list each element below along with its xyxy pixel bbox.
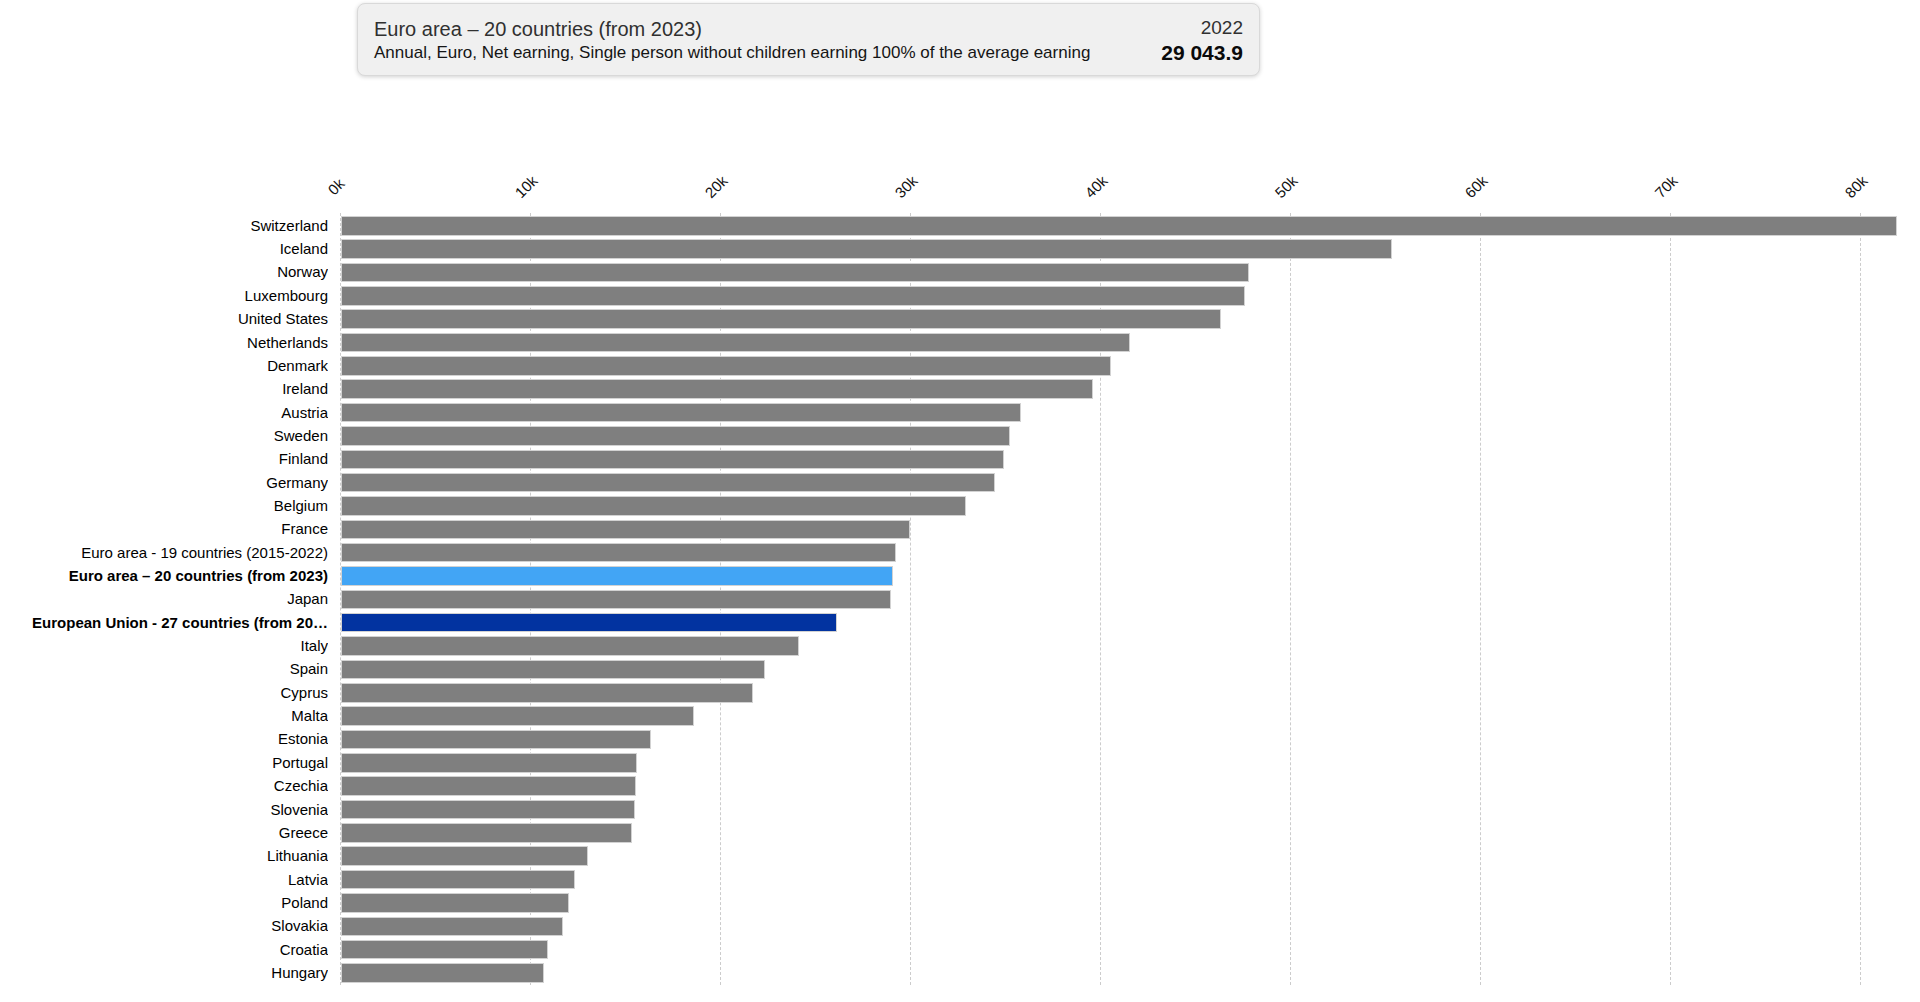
row-label-japan: Japan xyxy=(0,589,328,609)
bar-italy[interactable] xyxy=(341,636,799,656)
row-label-norway: Norway xyxy=(0,262,328,282)
row-label-cyprus: Cyprus xyxy=(0,683,328,703)
row-label-latvia: Latvia xyxy=(0,870,328,890)
tooltip-title: Euro area – 20 countries (from 2023) xyxy=(374,16,1133,42)
bar-finland[interactable] xyxy=(341,450,1004,470)
row-label-austria: Austria xyxy=(0,403,328,423)
row-label-belgium: Belgium xyxy=(0,496,328,516)
tooltip-value: 29 043.9 xyxy=(1133,41,1243,65)
row-label-ireland: Ireland xyxy=(0,379,328,399)
row-label-greece: Greece xyxy=(0,823,328,843)
row-label-spain: Spain xyxy=(0,659,328,679)
bar-belgium[interactable] xyxy=(341,496,966,516)
x-tick-label-0k: 0k xyxy=(309,159,363,213)
row-label-france: France xyxy=(0,519,328,539)
bar-netherlands[interactable] xyxy=(341,333,1130,353)
bar-ireland[interactable] xyxy=(341,379,1093,399)
row-label-netherlands: Netherlands xyxy=(0,333,328,353)
bar-united-states[interactable] xyxy=(341,309,1221,329)
x-tick-label-50k: 50k xyxy=(1259,159,1313,213)
row-label-lithuania: Lithuania xyxy=(0,846,328,866)
bar-slovakia[interactable] xyxy=(341,917,563,937)
row-label-finland: Finland xyxy=(0,449,328,469)
row-label-slovakia: Slovakia xyxy=(0,916,328,936)
row-label-iceland: Iceland xyxy=(0,239,328,259)
bar-euro-area-20-countries-from-2023[interactable] xyxy=(341,566,893,586)
bar-japan[interactable] xyxy=(341,590,891,610)
bar-greece[interactable] xyxy=(341,823,632,843)
row-label-italy: Italy xyxy=(0,636,328,656)
bar-latvia[interactable] xyxy=(341,870,575,890)
row-label-germany: Germany xyxy=(0,473,328,493)
bar-denmark[interactable] xyxy=(341,356,1111,376)
gridline-60k xyxy=(1480,213,1481,985)
row-label-switzerland: Switzerland xyxy=(0,216,328,236)
row-label-european-union-27-countries-from-20: European Union - 27 countries (from 20… xyxy=(0,613,328,633)
bar-germany[interactable] xyxy=(341,473,995,493)
gridline-70k xyxy=(1670,213,1671,985)
bar-czechia[interactable] xyxy=(341,776,636,796)
bar-croatia[interactable] xyxy=(341,940,548,960)
tooltip-text-block: Euro area – 20 countries (from 2023) Ann… xyxy=(374,16,1133,64)
row-label-euro-area-20-countries-from-2023: Euro area – 20 countries (from 2023) xyxy=(0,566,328,586)
bar-poland[interactable] xyxy=(341,893,569,913)
bar-iceland[interactable] xyxy=(341,239,1392,259)
row-label-sweden: Sweden xyxy=(0,426,328,446)
bar-malta[interactable] xyxy=(341,706,694,726)
x-tick-label-10k: 10k xyxy=(499,159,553,213)
row-label-denmark: Denmark xyxy=(0,356,328,376)
row-label-luxembourg: Luxembourg xyxy=(0,286,328,306)
x-tick-label-40k: 40k xyxy=(1069,159,1123,213)
row-label-euro-area-19-countries-2015-2022: Euro area - 19 countries (2015-2022) xyxy=(0,543,328,563)
bar-austria[interactable] xyxy=(341,403,1021,423)
row-label-hungary: Hungary xyxy=(0,963,328,983)
row-label-czechia: Czechia xyxy=(0,776,328,796)
tooltip-value-block: 2022 29 043.9 xyxy=(1133,15,1243,65)
bar-norway[interactable] xyxy=(341,263,1249,283)
row-label-slovenia: Slovenia xyxy=(0,800,328,820)
bar-france[interactable] xyxy=(341,520,910,540)
x-tick-label-20k: 20k xyxy=(689,159,743,213)
bar-hungary[interactable] xyxy=(341,963,544,983)
row-label-estonia: Estonia xyxy=(0,729,328,749)
row-label-croatia: Croatia xyxy=(0,940,328,960)
gridline-80k xyxy=(1860,213,1861,985)
bar-cyprus[interactable] xyxy=(341,683,753,703)
tooltip-year: 2022 xyxy=(1133,15,1243,41)
bar-luxembourg[interactable] xyxy=(341,286,1245,306)
bar-portugal[interactable] xyxy=(341,753,637,773)
x-tick-label-70k: 70k xyxy=(1639,159,1693,213)
x-tick-label-30k: 30k xyxy=(879,159,933,213)
tooltip-card: Euro area – 20 countries (from 2023) Ann… xyxy=(357,3,1260,76)
row-label-poland: Poland xyxy=(0,893,328,913)
bar-sweden[interactable] xyxy=(341,426,1010,446)
row-label-portugal: Portugal xyxy=(0,753,328,773)
bar-european-union-27-countries-from-20[interactable] xyxy=(341,613,837,633)
bar-slovenia[interactable] xyxy=(341,800,635,820)
bar-lithuania[interactable] xyxy=(341,846,588,866)
bar-euro-area-19-countries-2015-2022[interactable] xyxy=(341,543,896,563)
chart-area: 0k 10k 20k 30k 40k 50k 60k 70k 80k Switzerland Ice… xyxy=(0,0,1920,1002)
x-tick-label-60k: 60k xyxy=(1449,159,1503,213)
gridline-50k xyxy=(1290,213,1291,985)
bar-estonia[interactable] xyxy=(341,730,651,750)
row-label-united-states: United States xyxy=(0,309,328,329)
bar-spain[interactable] xyxy=(341,660,765,680)
tooltip-subtitle: Annual, Euro, Net earning, Single person… xyxy=(374,42,1133,64)
x-tick-label-80k: 80k xyxy=(1829,159,1883,213)
bar-switzerland[interactable] xyxy=(341,216,1897,236)
row-label-malta: Malta xyxy=(0,706,328,726)
